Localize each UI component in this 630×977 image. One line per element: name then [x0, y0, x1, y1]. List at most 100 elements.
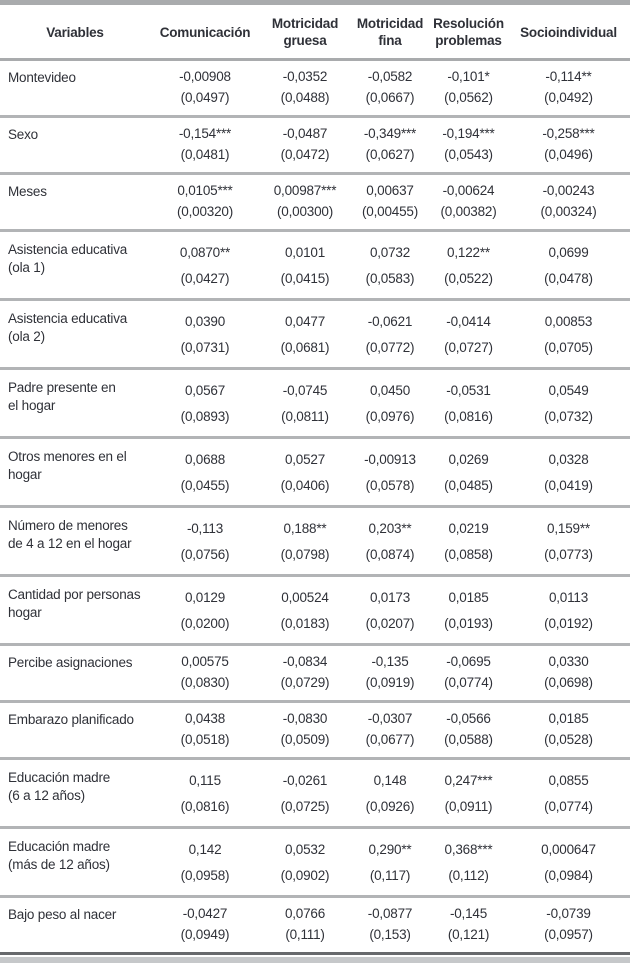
table-row-coef: Asistencia educativa (ola 2) 0,0390 0,0477…	[0, 298, 630, 369]
regression-results-table: Variables Comunicación Motricidad gruesa…	[0, 5, 630, 952]
row-label: Bajo peso al nacer	[0, 895, 150, 952]
row-label: Embarazo planificado	[0, 700, 150, 759]
coefficient-value: 0,0732	[350, 229, 430, 269]
coefficient-value: 0,0532	[260, 826, 350, 866]
standard-error-value: (0,0911)	[444, 799, 493, 814]
table-bottom-rule	[0, 952, 630, 955]
row-label: Percibe asignaciones	[0, 643, 150, 702]
coefficient-value: -0,00908	[179, 69, 231, 84]
standard-error-value: (0,0406)	[280, 478, 330, 493]
row-label: Educación madre (más de 12 años)	[0, 826, 150, 897]
coefficient-value: 0,0567	[150, 367, 260, 407]
coefficient-value: -0,154***	[150, 115, 260, 145]
standard-error-value: (0,0732)	[544, 409, 593, 424]
standard-error-value: (0,0492)	[544, 90, 593, 105]
table-row-stderr: (0,0958) (0,0902) (0,117) (0,112) (0,0984)	[0, 866, 630, 897]
coefficient-value: -0,0834	[260, 643, 350, 673]
coefficient-value: 0,0219	[430, 505, 507, 545]
coefficient-value: 0,0113	[507, 574, 630, 614]
standard-error-value: (0,0455)	[180, 478, 230, 493]
coefficient-value: 0,0450	[350, 367, 430, 407]
table-row-stderr: (0,0427) (0,0415) (0,0583) (0,0522) (0,0478)	[0, 269, 630, 300]
standard-error-value: (0,0725)	[280, 799, 330, 814]
coefficient-value: -0,258***	[507, 115, 630, 145]
coefficient-value: -0,114**	[545, 69, 592, 84]
coefficient-value: 0,0699	[507, 229, 630, 269]
standard-error-value: (0,0976)	[365, 409, 415, 424]
coefficient-value: -0,00243	[507, 172, 630, 202]
table-row-coef: Número de menores de 4 a 12 en el hogar -…	[0, 505, 630, 576]
standard-error-value: (0,0496)	[544, 147, 593, 162]
coefficient-value: 0,0330	[507, 643, 630, 673]
table-row-coef: Bajo peso al nacer -0,0427 0,0766 -0,0877 -0…	[0, 895, 630, 952]
header-row: Variables Comunicación Motricidad gruesa…	[0, 5, 630, 61]
row-label: Sexo	[0, 115, 150, 174]
table-row-stderr: (0,0481) (0,0472) (0,0627) (0,0543) (0,0496)	[0, 145, 630, 174]
coefficient-value: -0,00913	[350, 436, 430, 476]
coefficient-value: 0,247***	[430, 757, 507, 797]
table-row-coef: Educación madre (más de 12 años) 0,142 0,0…	[0, 826, 630, 897]
row-label: Asistencia educativa (ola 2)	[0, 298, 150, 369]
standard-error-value: (0,121)	[447, 927, 490, 942]
coefficient-value: -0,0487	[260, 115, 350, 145]
coefficient-value: 0,0185	[430, 574, 507, 614]
row-label: Asistencia educativa (ola 1)	[0, 229, 150, 300]
row-label: Montevideo	[8, 70, 76, 85]
standard-error-value: (0,0481)	[180, 147, 230, 162]
table-row-stderr: (0,0731) (0,0681) (0,0772) (0,0727) (0,0705)	[0, 338, 630, 369]
table-row-coef: Embarazo planificado 0,0438 -0,0830 -0,0307…	[0, 700, 630, 759]
table-row-coef: Padre presente en el hogar 0,0567 -0,0745 0…	[0, 367, 630, 438]
coefficient-value: 0,00575	[150, 643, 260, 673]
standard-error-value: (0,111)	[285, 927, 325, 942]
coefficient-value: -0,145	[430, 895, 507, 925]
column-header-comunicacion: Comunicación	[150, 5, 260, 61]
standard-error-value: (0,0774)	[444, 675, 493, 690]
table-row-stderr: (0,0518) (0,0509) (0,0677) (0,0588) (0,0528)	[0, 730, 630, 759]
table-row-stderr: (0,0497) (0,0488) (0,0667) (0,0562) (0,0492)	[0, 88, 630, 117]
table-row-coef: Cantidad por personas hogar 0,0129 0,00524…	[0, 574, 630, 645]
standard-error-value: (0,0919)	[365, 675, 415, 690]
coefficient-value: 0,00853	[507, 298, 630, 338]
standard-error-value: (0,0518)	[180, 732, 230, 747]
coefficient-value: 0,122**	[430, 229, 507, 269]
standard-error-value: (0,0774)	[544, 799, 593, 814]
standard-error-value: (0,0858)	[444, 547, 493, 562]
standard-error-value: (0,0528)	[544, 732, 593, 747]
standard-error-value: (0,153)	[369, 927, 411, 942]
coefficient-value: 0,290**	[350, 826, 430, 866]
coefficient-value: 0,0477	[260, 298, 350, 338]
standard-error-value: (0,0200)	[180, 616, 230, 631]
coefficient-value: 0,0390	[150, 298, 260, 338]
coefficient-value: 0,142	[150, 826, 260, 866]
coefficient-value: -0,0352	[282, 69, 328, 84]
table-row-coef: Asistencia educativa (ola 1) 0,0870** 0,01…	[0, 229, 630, 300]
table-row-stderr: (0,0816) (0,0725) (0,0926) (0,0911) (0,0774)	[0, 797, 630, 828]
standard-error-value: (0,0509)	[280, 732, 330, 747]
row-label: Padre presente en el hogar	[0, 367, 150, 438]
row-label: Número de menores de 4 a 12 en el hogar	[0, 505, 150, 576]
coefficient-value: 0,159**	[507, 505, 630, 545]
table-row-stderr: (0,0455) (0,0406) (0,0578) (0,0485) (0,0419)	[0, 476, 630, 507]
standard-error-value: (0,0488)	[280, 90, 330, 105]
standard-error-value: (0,112)	[448, 868, 489, 883]
table-top-rule	[0, 0, 630, 5]
standard-error-value: (0,0193)	[444, 616, 493, 631]
table-row-stderr: (0,0200) (0,0183) (0,0207) (0,0193) (0,0192)	[0, 614, 630, 645]
standard-error-value: (0,0705)	[544, 340, 593, 355]
standard-error-value: (0,0772)	[365, 340, 415, 355]
standard-error-value: (0,0902)	[280, 868, 330, 883]
coefficient-value: 0,0766	[260, 895, 350, 925]
coefficient-value: -0,194***	[430, 115, 507, 145]
coefficient-value: 0,00637	[350, 172, 430, 202]
column-header-resolucion-problemas: Resolución problemas	[430, 5, 507, 61]
coefficient-value: 0,203**	[350, 505, 430, 545]
coefficient-value: -0,0414	[430, 298, 507, 338]
standard-error-value: (0,00320)	[177, 204, 233, 219]
coefficient-value: -0,0621	[350, 298, 430, 338]
standard-error-value: (0,0472)	[280, 147, 330, 162]
standard-error-value: (0,0830)	[180, 675, 230, 690]
coefficient-value: -0,349***	[350, 115, 430, 145]
coefficient-value: -0,101*	[447, 69, 490, 84]
coefficient-value: 0,0269	[430, 436, 507, 476]
